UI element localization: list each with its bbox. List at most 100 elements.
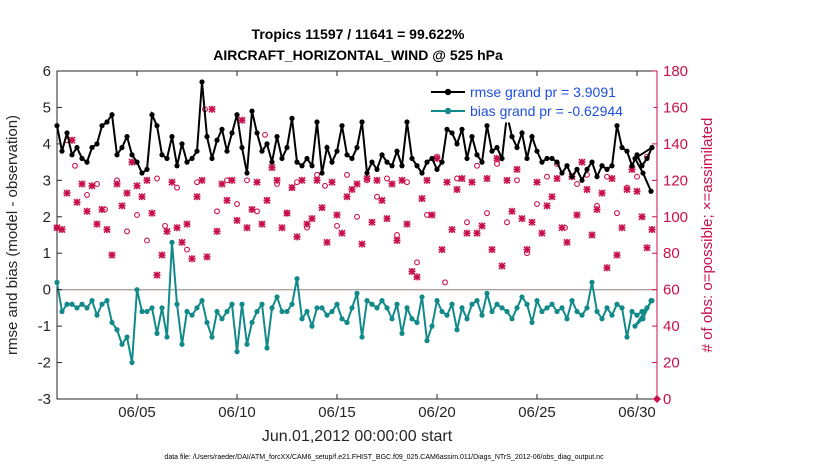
obs-assimilated-marker — [158, 251, 166, 259]
obs-assimilated-marker — [403, 220, 411, 228]
bias-series-point — [144, 308, 150, 315]
obs-assimilated-marker — [398, 176, 406, 184]
obs-assimilated-marker — [573, 211, 581, 219]
obs-assimilated-marker — [303, 220, 311, 228]
rmse-series-point — [284, 144, 290, 151]
rmse-series-point — [464, 155, 470, 162]
obs-assimilated-marker — [123, 189, 131, 197]
rmse-series-point — [629, 163, 635, 169]
obs-assimilated-marker — [238, 116, 246, 124]
legend-bias-label: bias grand pr = -0.62944 — [470, 103, 623, 119]
obs-assimilated-marker — [338, 229, 346, 237]
bias-series-point — [519, 294, 525, 300]
rmse-series-point — [379, 152, 385, 158]
obs-assimilated-marker — [613, 251, 621, 259]
rmse-series-point — [489, 148, 495, 154]
bias-series-point — [224, 308, 230, 315]
obs-assimilated-marker — [133, 182, 141, 190]
bias-series-point — [604, 305, 610, 311]
obs-assimilated-marker — [298, 176, 306, 184]
y-right-tick-label: 100 — [663, 209, 688, 226]
obs-assimilated-marker — [358, 240, 366, 248]
rmse-series-point — [139, 170, 145, 176]
rmse-series-point — [214, 137, 220, 143]
y-left-tick-label: -2 — [38, 355, 51, 372]
bias-series-point — [632, 323, 638, 329]
legend-rmse-marker — [444, 88, 452, 96]
rmse-series-point — [149, 112, 155, 118]
rmse-series-point — [134, 159, 140, 165]
obs-assimilated-marker — [393, 236, 401, 245]
obs-possible-marker — [124, 228, 130, 235]
bias-series-point — [209, 334, 215, 340]
rmse-series-point — [384, 159, 390, 165]
obs-assimilated-marker — [643, 244, 651, 252]
obs-assimilated-marker — [263, 196, 271, 204]
obs-possible-marker — [384, 175, 390, 182]
rmse-series-point — [444, 126, 450, 132]
obs-assimilated-marker — [458, 174, 466, 183]
bias-series-point — [599, 316, 605, 322]
rmse-series-point — [544, 155, 550, 162]
rmse-series-point — [564, 163, 570, 169]
bias-series-point — [159, 305, 165, 311]
bias-series-point — [204, 319, 210, 326]
bias-series-point — [119, 341, 125, 347]
rmse-series-point — [169, 134, 175, 140]
obs-assimilated-marker — [353, 180, 361, 188]
bias-series-point — [339, 316, 345, 322]
bias-series-point — [629, 308, 635, 315]
bias-series-point — [634, 312, 640, 318]
bias-series-point — [309, 323, 315, 329]
rmse-series-point — [74, 144, 80, 151]
rmse-series-point — [244, 170, 250, 176]
obs-assimilated-marker — [93, 220, 101, 228]
rmse-series-point — [339, 123, 345, 129]
obs-assimilated-marker — [98, 205, 106, 214]
obs-assimilated-marker — [473, 229, 481, 237]
obs-possible-marker — [322, 182, 328, 189]
obs-assimilated-marker — [83, 207, 91, 215]
y-right-tick-label: 20 — [663, 355, 680, 372]
bias-series-point — [259, 301, 265, 307]
obs-possible-marker — [374, 193, 380, 200]
rmse-series-point — [424, 159, 430, 165]
rmse-series-point — [274, 134, 280, 140]
bias-series-point — [424, 338, 430, 344]
rmse-series-point — [194, 148, 200, 154]
obs-assimilated-marker — [73, 198, 81, 206]
rmse-series-point — [589, 159, 595, 165]
rmse-series-point — [154, 123, 160, 129]
rmse-series-point — [648, 188, 654, 194]
bias-series-point — [129, 359, 135, 366]
y-left-tick-label: 2 — [43, 209, 51, 226]
bias-series-point — [474, 298, 480, 304]
rmse-series-point — [234, 112, 240, 118]
bias-series-point — [469, 301, 475, 307]
obs-assimilated-marker — [648, 225, 656, 234]
rmse-series-point — [499, 155, 505, 162]
chart-axes: -3-2-1012345602040608010012014016018006/… — [38, 63, 688, 421]
rmse-series-point — [279, 155, 285, 162]
bias-series-point — [164, 334, 170, 340]
bias-series-point — [69, 301, 75, 307]
bias-series-point — [254, 308, 260, 315]
bias-series-point — [619, 305, 625, 311]
rmse-series-point — [189, 155, 195, 162]
bias-series-point — [369, 301, 375, 307]
rmse-series-point — [374, 166, 380, 172]
rmse-series-point — [529, 134, 535, 140]
bias-series-point — [529, 319, 535, 326]
obs-assimilated-marker — [333, 211, 341, 219]
rmse-series-point — [314, 119, 320, 125]
obs-possible-marker — [184, 246, 190, 253]
obs-assimilated-marker — [163, 227, 171, 235]
obs-possible-marker — [534, 201, 540, 207]
obs-possible-marker — [464, 219, 470, 226]
legend-rmse-label: rmse grand pr = 3.9091 — [470, 84, 616, 100]
obs-assimilated-marker — [138, 193, 146, 201]
rmse-series-point — [599, 163, 605, 169]
y-right-tick-label: 120 — [663, 172, 688, 189]
rmse-series-point — [239, 144, 245, 151]
obs-assimilated-marker — [203, 253, 211, 261]
